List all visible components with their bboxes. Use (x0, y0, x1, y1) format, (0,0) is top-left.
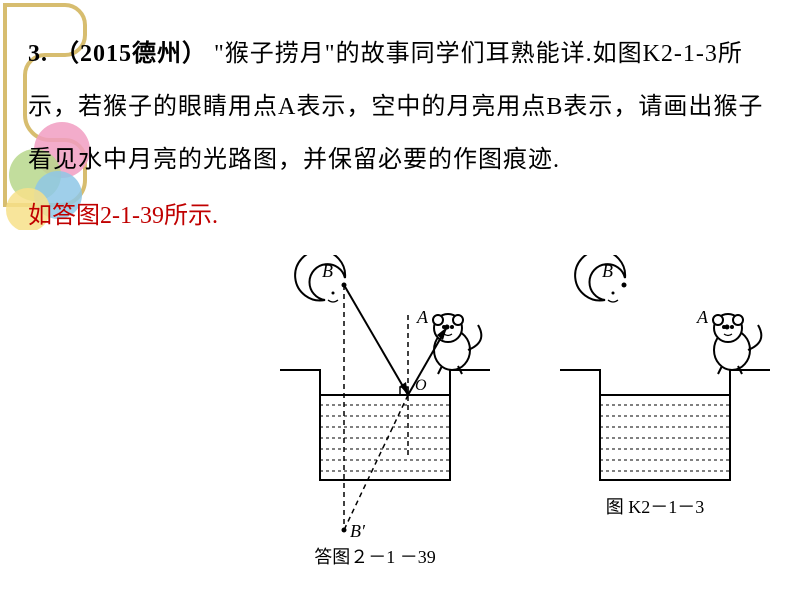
label-Bprime: B′ (350, 521, 366, 541)
content-area: 3. （2015德州） "猴子捞月"的故事同学们耳熟能详.如图K2-1-3所示，… (28, 28, 766, 243)
answer-text: 如答图2-1-39所示. (28, 190, 766, 243)
label-B: B (322, 261, 333, 281)
label-A: A (416, 307, 429, 327)
answer-figure: B A O (280, 255, 490, 541)
question-figure: B A (560, 255, 770, 480)
label-A2: A (696, 307, 709, 327)
figures-area: B A O (250, 255, 770, 575)
label-O: O (415, 377, 427, 394)
question-text: 3. （2015德州） "猴子捞月"的故事同学们耳熟能详.如图K2-1-3所示，… (28, 28, 766, 186)
figures-svg: B A O (250, 255, 770, 575)
label-B2: B (602, 261, 613, 281)
question-number: 3. (28, 41, 48, 67)
caption-left: 答图２－1 －39 (314, 547, 436, 567)
caption-right: 图 K2－1－3 (606, 497, 705, 517)
question-source: （2015德州） (55, 41, 207, 67)
